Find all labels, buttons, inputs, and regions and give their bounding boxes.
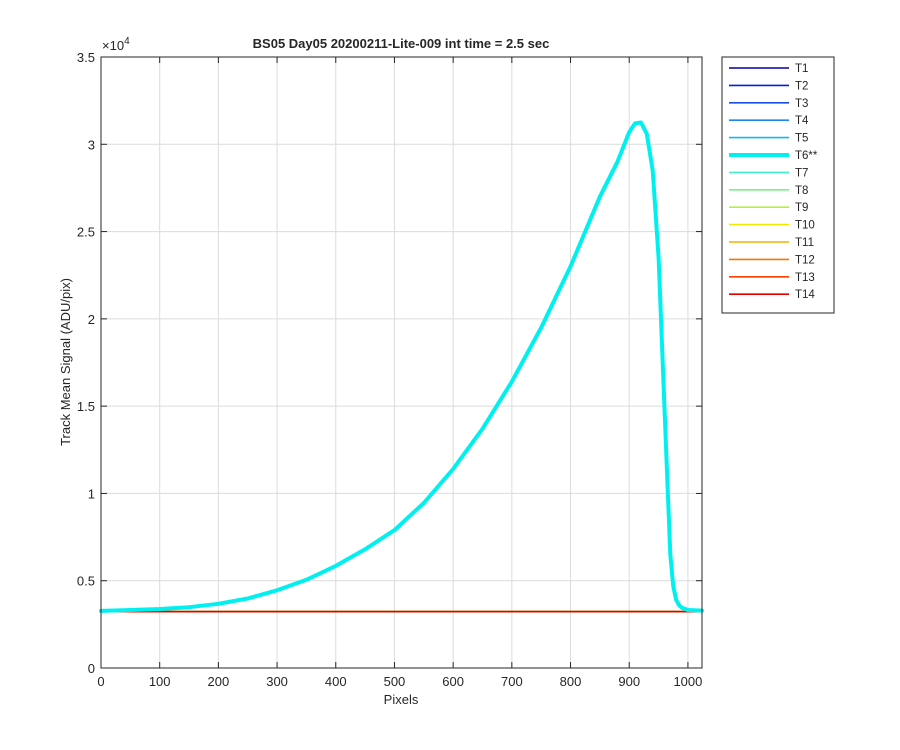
y-tick-label: 3 <box>88 137 95 152</box>
legend: T1 T2 T3 T4 T5 T6** T7 T8 T9 T10 T11 T12 T13 T14 <box>721 56 835 314</box>
legend-label: T11 <box>795 237 814 249</box>
y-tick-label: 0 <box>88 661 95 676</box>
legend-label: T5 <box>795 133 808 145</box>
x-tick-label: 900 <box>618 674 640 689</box>
grid-lines <box>101 57 702 668</box>
series-lines <box>99 120 704 613</box>
y-axis-label: Track Mean Signal (ADU/pix) <box>58 278 73 446</box>
y-exponent-power: 4 <box>124 36 130 47</box>
x-tick-label: 400 <box>325 674 347 689</box>
x-tick-label: 300 <box>266 674 288 689</box>
x-tick-label: 200 <box>208 674 230 689</box>
legend-label: T14 <box>795 289 815 301</box>
y-tick-label: 2 <box>88 312 95 327</box>
legend-box <box>721 56 835 314</box>
y-tick-label: 1 <box>88 486 95 501</box>
y-tick-label: 3.5 <box>77 50 95 65</box>
y-tick-label: 0.5 <box>77 574 95 589</box>
legend-label: T12 <box>795 254 815 266</box>
x-tick-label: 0 <box>97 674 104 689</box>
x-tick-label: 500 <box>384 674 406 689</box>
legend-label: T9 <box>795 202 808 214</box>
y-tick-label: 1.5 <box>77 399 95 414</box>
legend-label: T7 <box>795 167 808 179</box>
chart-title: BS05 Day05 20200211-Lite-009 int time = … <box>253 36 550 51</box>
y-tick-label: 2.5 <box>77 225 95 240</box>
legend-label: T2 <box>795 80 808 92</box>
legend-label: T6** <box>795 150 818 162</box>
legend-label: T4 <box>795 115 809 127</box>
x-tick-label: 700 <box>501 674 523 689</box>
y-exponent-label: ×104 <box>102 36 130 53</box>
x-tick-label: 800 <box>560 674 582 689</box>
x-tick-label: 100 <box>149 674 171 689</box>
series-line-t6 <box>99 120 704 613</box>
legend-label: T10 <box>795 220 815 232</box>
legend-label: T1 <box>795 63 808 75</box>
axis-ticks: 0 100 200 300 400 500 600 700 800 900 1000 0 0.5 1 1.5… <box>77 50 702 689</box>
legend-label: T8 <box>795 185 808 197</box>
legend-label: T3 <box>795 98 808 110</box>
x-tick-label: 600 <box>442 674 464 689</box>
x-tick-label: 1000 <box>673 674 702 689</box>
plot-background <box>101 57 702 668</box>
legend-label: T13 <box>795 272 815 284</box>
x-axis-label: Pixels <box>384 692 419 707</box>
plot-frame <box>100 56 703 669</box>
